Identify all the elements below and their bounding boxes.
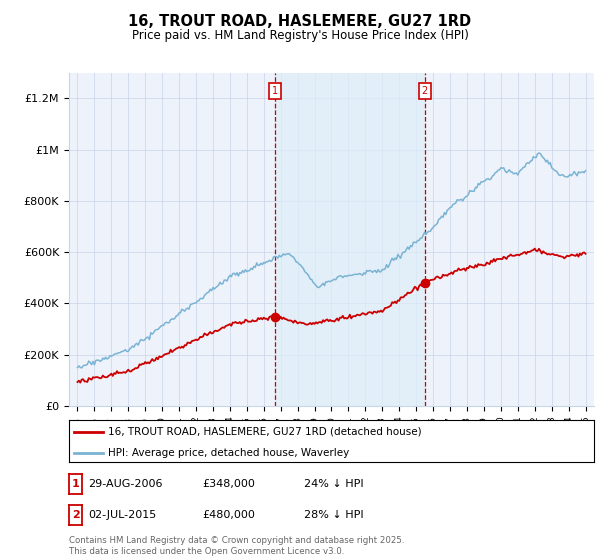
Text: 28% ↓ HPI: 28% ↓ HPI xyxy=(304,510,364,520)
Text: HPI: Average price, detached house, Waverley: HPI: Average price, detached house, Wave… xyxy=(109,448,350,458)
Text: Contains HM Land Registry data © Crown copyright and database right 2025.
This d: Contains HM Land Registry data © Crown c… xyxy=(69,536,404,556)
Text: 02-JUL-2015: 02-JUL-2015 xyxy=(88,510,157,520)
Text: £480,000: £480,000 xyxy=(202,510,255,520)
Text: £348,000: £348,000 xyxy=(202,479,255,489)
Bar xyxy=(275,73,425,406)
Text: 2: 2 xyxy=(422,86,428,96)
Text: Price paid vs. HM Land Registry's House Price Index (HPI): Price paid vs. HM Land Registry's House … xyxy=(131,29,469,42)
Text: 16, TROUT ROAD, HASLEMERE, GU27 1RD: 16, TROUT ROAD, HASLEMERE, GU27 1RD xyxy=(128,14,472,29)
Text: 2: 2 xyxy=(72,510,79,520)
Text: 29-AUG-2006: 29-AUG-2006 xyxy=(88,479,163,489)
Text: 16, TROUT ROAD, HASLEMERE, GU27 1RD (detached house): 16, TROUT ROAD, HASLEMERE, GU27 1RD (det… xyxy=(109,427,422,437)
Text: 24% ↓ HPI: 24% ↓ HPI xyxy=(304,479,364,489)
Text: 1: 1 xyxy=(272,86,278,96)
Text: 1: 1 xyxy=(72,479,79,489)
